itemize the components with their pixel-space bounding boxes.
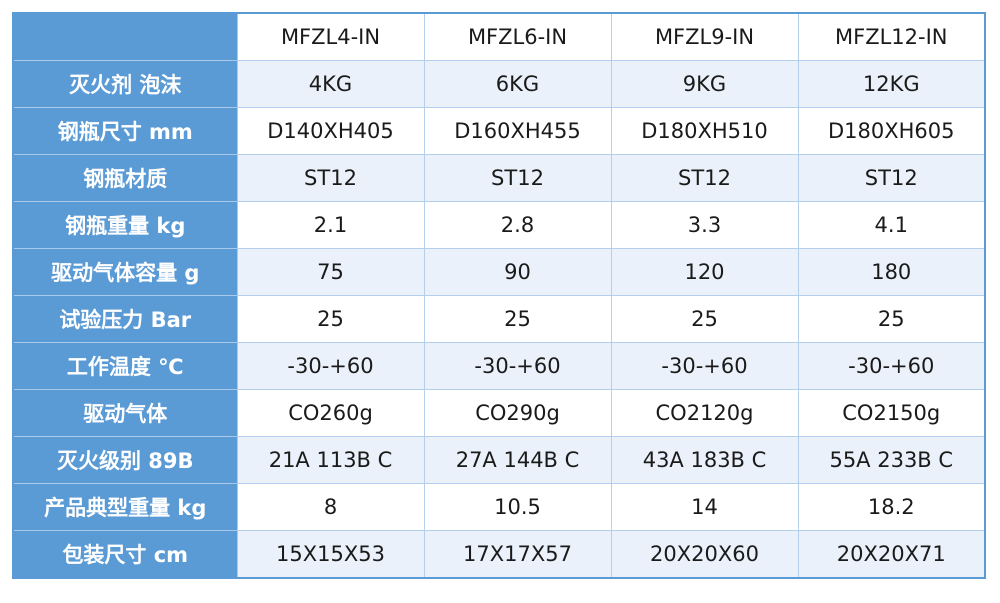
value-cell: 8 [236,483,425,531]
value-cell: 25 [610,295,799,343]
value-cell: CO2120g [610,389,799,437]
value-cell: 27A 144B C [423,436,612,484]
table-row: 包装尺寸 cm 15X15X53 17X17X57 20X20X60 20X20X71 [12,530,986,579]
table-row: 灭火级别 89B 21A 113B C 27A 144B C 43A 183B C 55… [12,436,986,484]
row-label: 包装尺寸 cm [12,530,238,579]
value-cell: ST12 [797,154,986,202]
value-cell: D160XH455 [423,107,612,155]
value-cell: CO260g [236,389,425,437]
value-cell: 17X17X57 [423,530,612,579]
value-cell: 120 [610,248,799,296]
value-cell: 2.1 [236,201,425,249]
value-cell: 4KG [236,60,425,108]
table-row: 工作温度 ℃ -30-+60 -30-+60 -30-+60 -30-+60 [12,342,986,390]
value-cell: D180XH510 [610,107,799,155]
value-cell: 180 [797,248,986,296]
header-row: MFZL4-IN MFZL6-IN MFZL9-IN MFZL12-IN [12,12,986,61]
value-cell: 43A 183B C [610,436,799,484]
value-cell: -30-+60 [423,342,612,390]
row-label: 钢瓶材质 [12,154,238,202]
value-cell: D180XH605 [797,107,986,155]
value-cell: 55A 233B C [797,436,986,484]
model-header-cell: MFZL9-IN [610,12,799,61]
value-cell: 25 [797,295,986,343]
table-row: 驱动气体 CO260g CO290g CO2120g CO2150g [12,389,986,437]
row-label: 产品典型重量 kg [12,483,238,531]
value-cell: 75 [236,248,425,296]
value-cell: 90 [423,248,612,296]
value-cell: D140XH405 [236,107,425,155]
value-cell: 2.8 [423,201,612,249]
model-header-cell: MFZL12-IN [797,12,986,61]
row-label: 驱动气体容量 g [12,248,238,296]
model-header-cell: MFZL6-IN [423,12,612,61]
value-cell: 3.3 [610,201,799,249]
table-row: 驱动气体容量 g 75 90 120 180 [12,248,986,296]
value-cell: CO290g [423,389,612,437]
row-label: 灭火级别 89B [12,436,238,484]
table-row: 钢瓶尺寸 mm D140XH405 D160XH455 D180XH510 D180XH… [12,107,986,155]
value-cell: 20X20X71 [797,530,986,579]
value-cell: 15X15X53 [236,530,425,579]
model-header-cell: MFZL4-IN [236,12,425,61]
row-label: 钢瓶重量 kg [12,201,238,249]
table-row: 试验压力 Bar 25 25 25 25 [12,295,986,343]
value-cell: ST12 [610,154,799,202]
corner-cell [12,12,238,61]
row-label: 工作温度 ℃ [12,342,238,390]
row-label: 灭火剂 泡沫 [12,60,238,108]
value-cell: 21A 113B C [236,436,425,484]
table-row: 产品典型重量 kg 8 10.5 14 18.2 [12,483,986,531]
table-row: 钢瓶材质 ST12 ST12 ST12 ST12 [12,154,986,202]
value-cell: -30-+60 [797,342,986,390]
value-cell: 25 [423,295,612,343]
row-label: 试验压力 Bar [12,295,238,343]
row-label: 驱动气体 [12,389,238,437]
value-cell: 14 [610,483,799,531]
value-cell: ST12 [423,154,612,202]
value-cell: 25 [236,295,425,343]
value-cell: CO2150g [797,389,986,437]
row-label: 钢瓶尺寸 mm [12,107,238,155]
value-cell: 4.1 [797,201,986,249]
value-cell: 20X20X60 [610,530,799,579]
value-cell: 9KG [610,60,799,108]
value-cell: 10.5 [423,483,612,531]
value-cell: -30-+60 [236,342,425,390]
table-row: 钢瓶重量 kg 2.1 2.8 3.3 4.1 [12,201,986,249]
value-cell: -30-+60 [610,342,799,390]
value-cell: ST12 [236,154,425,202]
spec-table: MFZL4-IN MFZL6-IN MFZL9-IN MFZL12-IN 灭火剂 泡沫 4… [12,12,986,579]
value-cell: 12KG [797,60,986,108]
table-row: 灭火剂 泡沫 4KG 6KG 9KG 12KG [12,60,986,108]
value-cell: 18.2 [797,483,986,531]
value-cell: 6KG [423,60,612,108]
